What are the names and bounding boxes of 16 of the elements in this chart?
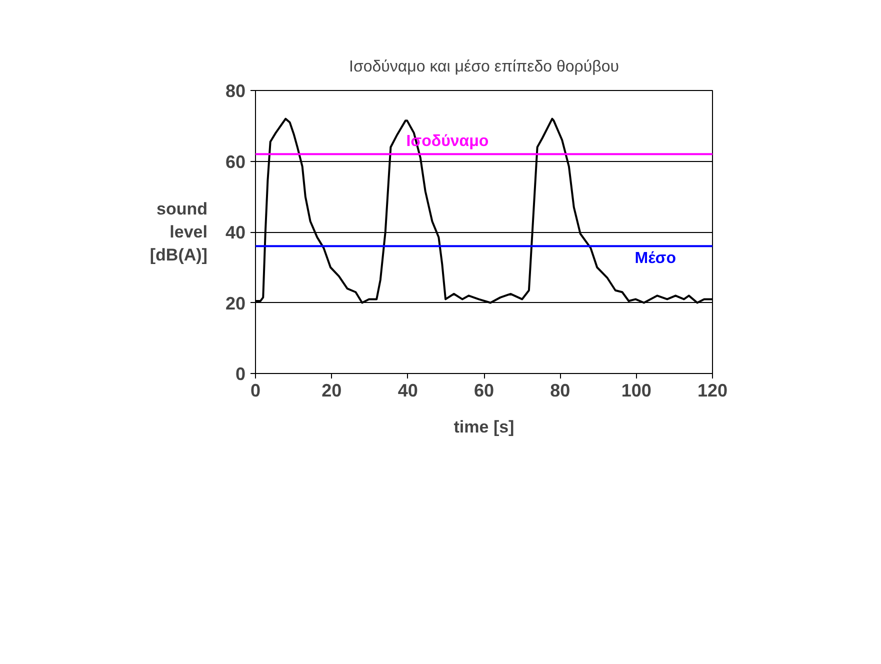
ref-line-label: Μέσο (634, 250, 676, 268)
chart-title: Ισοδύναμο και μέσο επίπεδο θορύβου (349, 58, 619, 76)
x-axis-title: time [s] (454, 418, 514, 436)
x-tick-label: 60 (474, 380, 494, 400)
x-tick-label: 100 (621, 380, 652, 400)
x-tick-label: 120 (697, 380, 728, 400)
x-tick-label: 80 (550, 380, 570, 400)
x-tick-label: 20 (322, 380, 342, 400)
y-tick-label: 40 (225, 222, 246, 242)
y-tick-label: 80 (225, 81, 246, 101)
y-axis-title: sound level [dB(A)] (150, 200, 208, 264)
x-tick-label: 40 (398, 380, 418, 400)
y-tick-label: 20 (225, 293, 246, 314)
y-tick-label: 60 (225, 152, 246, 172)
x-tick-label: 0 (250, 380, 261, 400)
y-tick-label: 0 (235, 364, 246, 384)
